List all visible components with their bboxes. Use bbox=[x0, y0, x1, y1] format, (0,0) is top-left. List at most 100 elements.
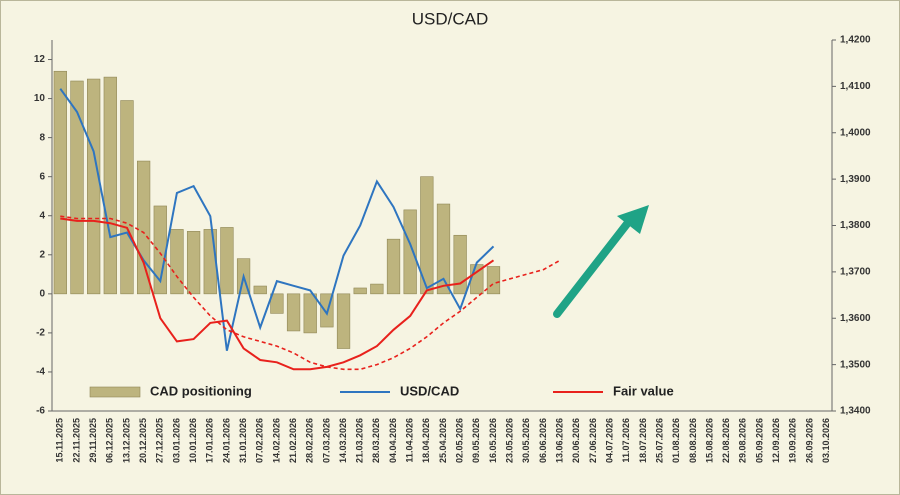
y-tick-label: 0 bbox=[39, 288, 45, 299]
x-tick-label: 18.04.2026 bbox=[421, 418, 431, 463]
x-tick-label: 07.02.2026 bbox=[255, 418, 265, 463]
x-tick-label: 30.05.2026 bbox=[521, 418, 531, 463]
x-tick-label: 17.01.2026 bbox=[205, 418, 215, 463]
bar bbox=[203, 229, 217, 295]
line bbox=[60, 217, 495, 371]
y-tick-label: -4 bbox=[36, 367, 45, 378]
y2-tick-label: 1,3400 bbox=[840, 406, 871, 417]
bar bbox=[403, 209, 417, 295]
x-tick-label: 02.05.2026 bbox=[455, 418, 465, 463]
x-tick-label: 21.02.2026 bbox=[288, 418, 298, 463]
y2-tick-label: 1,3800 bbox=[840, 220, 871, 231]
x-tick-label: 13.06.2026 bbox=[554, 418, 564, 463]
bar bbox=[453, 234, 467, 295]
x-tick-label: 28.03.2026 bbox=[371, 418, 381, 463]
y2-tick-label: 1,3700 bbox=[840, 267, 871, 278]
x-tick-label: 11.07.2026 bbox=[621, 418, 631, 463]
bar bbox=[336, 293, 351, 349]
x-tick-label: 09.05.2026 bbox=[471, 418, 481, 463]
bar bbox=[436, 203, 451, 295]
x-tick-label: 06.12.2025 bbox=[105, 418, 115, 463]
bar bbox=[486, 266, 501, 295]
bar bbox=[70, 80, 84, 295]
x-tick-label: 13.12.2025 bbox=[121, 418, 131, 463]
legend-label: USD/CAD bbox=[400, 383, 459, 398]
y-tick-label: 4 bbox=[39, 210, 45, 221]
x-tick-label: 03.10.2026 bbox=[821, 418, 831, 463]
x-tick-label: 12.09.2026 bbox=[771, 418, 781, 463]
legend-item: USD/CAD bbox=[340, 383, 459, 398]
y2-tick-label: 1,3500 bbox=[840, 359, 871, 370]
x-tick-label: 16.05.2026 bbox=[488, 418, 498, 463]
x-tick-label: 18.07.2026 bbox=[638, 418, 648, 463]
bar bbox=[253, 285, 267, 295]
bar bbox=[220, 227, 234, 295]
x-tick-label: 04.07.2026 bbox=[604, 418, 614, 463]
trend-arrow bbox=[553, 205, 649, 318]
y2-tick-label: 1,4000 bbox=[840, 127, 871, 138]
legend-item: CAD positioning bbox=[89, 383, 252, 398]
bar bbox=[386, 238, 401, 295]
x-tick-label: 15.11.2025 bbox=[55, 418, 65, 463]
legend-item: Fair value bbox=[553, 383, 674, 398]
bar bbox=[87, 78, 101, 295]
x-tick-label: 20.06.2026 bbox=[571, 418, 581, 463]
y-tick-label: 10 bbox=[34, 93, 46, 104]
y-tick-label: 6 bbox=[39, 171, 45, 182]
x-tick-label: 06.06.2026 bbox=[538, 418, 548, 463]
x-tick-label: 15.08.2026 bbox=[704, 418, 714, 463]
legend-label: CAD positioning bbox=[150, 383, 252, 398]
x-tick-label: 14.03.2026 bbox=[338, 418, 348, 463]
chart-title: USD/CAD bbox=[412, 9, 489, 28]
x-tick-label: 04.04.2026 bbox=[388, 418, 398, 463]
x-tick-label: 27.12.2025 bbox=[155, 418, 165, 463]
x-tick-label: 28.02.2026 bbox=[305, 418, 315, 463]
y-tick-label: 12 bbox=[34, 54, 46, 65]
bar bbox=[286, 293, 301, 332]
y2-tick-label: 1,4200 bbox=[840, 35, 871, 46]
x-tick-label: 08.08.2026 bbox=[688, 418, 698, 463]
bar bbox=[136, 160, 151, 295]
bar bbox=[420, 176, 434, 295]
x-tick-label: 31.01.2026 bbox=[238, 418, 248, 463]
legend-swatch bbox=[89, 386, 141, 398]
x-tick-label: 29.08.2026 bbox=[738, 418, 748, 463]
x-tick-label: 03.01.2026 bbox=[171, 418, 181, 463]
x-tick-label: 19.09.2026 bbox=[788, 418, 798, 463]
line bbox=[59, 88, 495, 351]
y2-tick-label: 1,3900 bbox=[840, 174, 871, 185]
x-tick-label: 25.04.2026 bbox=[438, 418, 448, 463]
x-tick-label: 05.09.2026 bbox=[754, 418, 764, 463]
y2-tick-label: 1,3600 bbox=[840, 313, 871, 324]
x-tick-label: 29.11.2025 bbox=[88, 418, 98, 463]
y-tick-label: -6 bbox=[36, 406, 45, 417]
bar bbox=[170, 229, 184, 295]
x-tick-label: 14.02.2026 bbox=[271, 418, 281, 463]
x-tick-label: 22.08.2026 bbox=[721, 418, 731, 463]
bar bbox=[120, 100, 134, 295]
legend-label: Fair value bbox=[613, 383, 674, 398]
bar bbox=[353, 287, 367, 295]
x-tick-label: 21.03.2026 bbox=[355, 418, 365, 463]
bar bbox=[103, 76, 117, 295]
bar bbox=[370, 283, 384, 295]
x-tick-label: 10.01.2026 bbox=[188, 418, 198, 463]
bar bbox=[303, 293, 317, 334]
y-tick-label: 2 bbox=[39, 249, 45, 260]
x-tick-label: 27.06.2026 bbox=[588, 418, 598, 463]
x-tick-label: 11.04.2026 bbox=[405, 418, 415, 463]
x-tick-label: 23.05.2026 bbox=[505, 418, 515, 463]
x-tick-label: 25.07.2026 bbox=[654, 418, 664, 463]
bar bbox=[186, 231, 201, 295]
x-tick-label: 20.12.2025 bbox=[138, 418, 148, 463]
y-tick-label: -2 bbox=[36, 328, 45, 339]
bar bbox=[53, 70, 67, 295]
x-tick-label: 24.01.2026 bbox=[221, 418, 231, 463]
y-tick-label: 8 bbox=[39, 132, 45, 143]
x-tick-label: 01.08.2026 bbox=[671, 418, 681, 463]
x-tick-label: 07.03.2026 bbox=[321, 418, 331, 463]
x-tick-label: 26.09.2026 bbox=[804, 418, 814, 463]
bar bbox=[270, 293, 284, 314]
x-tick-label: 22.11.2025 bbox=[71, 418, 81, 463]
